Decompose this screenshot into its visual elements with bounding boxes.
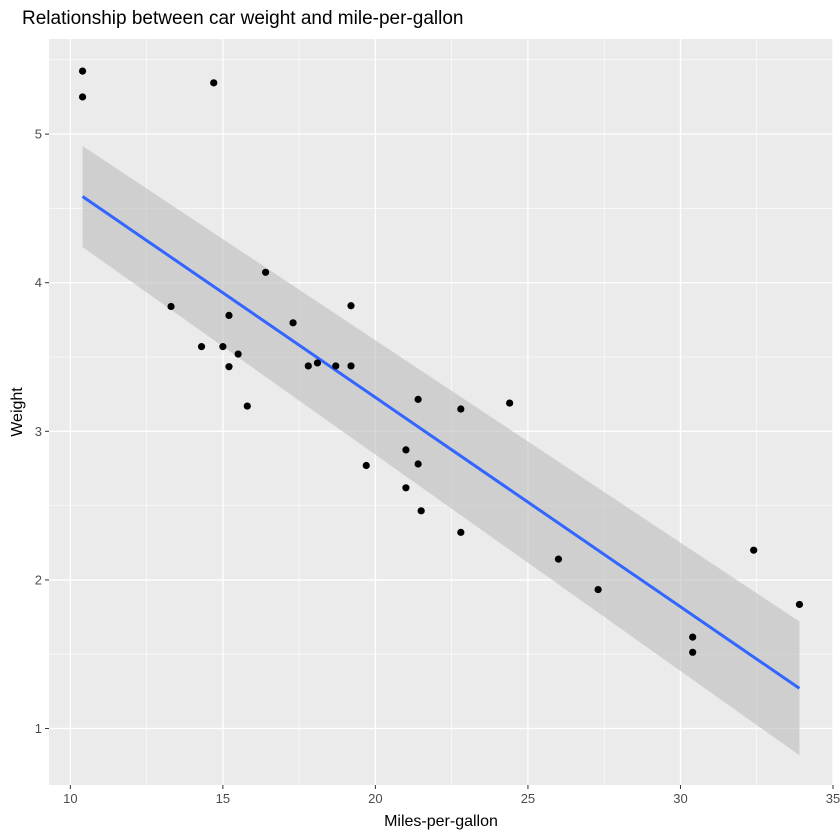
y-tick-label: 4 bbox=[35, 275, 42, 290]
data-point bbox=[225, 311, 233, 320]
data-point bbox=[750, 546, 758, 554]
y-tick-label: 5 bbox=[35, 127, 42, 142]
data-point bbox=[234, 350, 242, 358]
confidence-band-group bbox=[82, 145, 800, 756]
data-point bbox=[167, 302, 175, 311]
data-point bbox=[78, 93, 87, 101]
data-point bbox=[402, 446, 410, 454]
y-axis-title: Weight bbox=[9, 387, 26, 437]
data-point bbox=[795, 600, 804, 609]
data-point bbox=[402, 484, 410, 492]
data-point bbox=[417, 507, 425, 515]
confidence-band bbox=[82, 145, 800, 756]
x-tick-label: 30 bbox=[673, 791, 687, 806]
data-point bbox=[414, 395, 422, 403]
regression-line-group bbox=[81, 195, 801, 690]
data-point bbox=[225, 363, 233, 371]
data-point bbox=[554, 555, 563, 563]
chart-title: Relationship between car weight and mile… bbox=[22, 8, 463, 29]
data-point bbox=[289, 319, 297, 327]
data-point bbox=[506, 399, 514, 407]
data-point bbox=[313, 359, 322, 367]
data-point bbox=[689, 648, 697, 656]
data-point bbox=[243, 402, 251, 410]
data-point bbox=[261, 268, 270, 276]
x-tick-label: 20 bbox=[368, 791, 382, 806]
y-tick-label: 3 bbox=[35, 424, 42, 439]
data-point bbox=[210, 79, 218, 87]
data-point bbox=[457, 528, 465, 536]
data-point bbox=[219, 343, 227, 351]
y-tick-label: 2 bbox=[35, 572, 42, 587]
gridlines bbox=[49, 39, 834, 785]
x-tick-label: 25 bbox=[521, 791, 535, 806]
data-point bbox=[78, 67, 87, 75]
data-point bbox=[332, 362, 340, 370]
data-point bbox=[347, 362, 355, 370]
x-tick-label: 15 bbox=[216, 791, 230, 806]
data-point bbox=[414, 460, 422, 468]
points-group bbox=[78, 67, 804, 656]
data-point bbox=[197, 343, 206, 351]
x-axis: 10 15 20 25 30 35 bbox=[63, 785, 840, 806]
x-tick-label: 35 bbox=[826, 791, 840, 806]
data-point bbox=[594, 585, 602, 594]
x-axis-title: Miles-per-gallon bbox=[384, 813, 498, 830]
data-point bbox=[347, 302, 355, 310]
regression-line bbox=[81, 195, 801, 690]
data-point bbox=[304, 362, 312, 370]
data-point bbox=[362, 461, 370, 470]
data-point bbox=[457, 405, 465, 413]
data-point bbox=[689, 633, 697, 641]
y-axis: 1 2 3 4 5 bbox=[35, 127, 49, 736]
x-tick-label: 10 bbox=[63, 791, 77, 806]
y-tick-label: 1 bbox=[35, 721, 42, 736]
